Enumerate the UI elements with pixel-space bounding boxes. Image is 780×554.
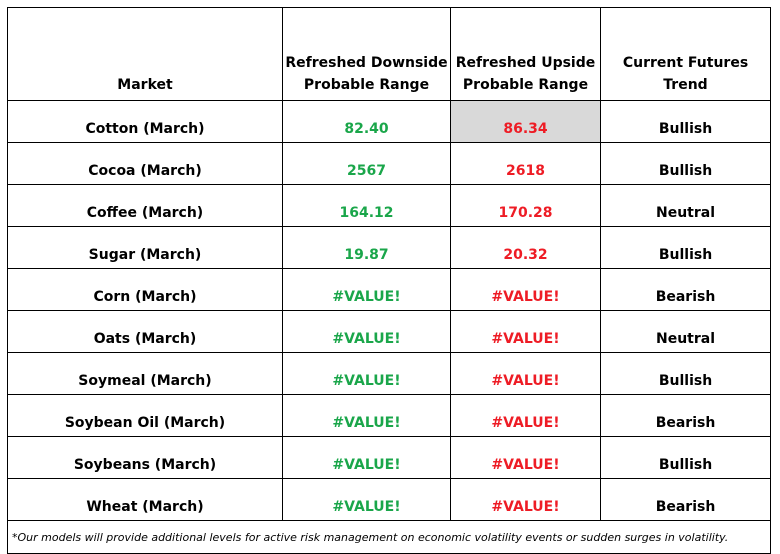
header-trend[interactable]: Current Futures Trend — [600, 7, 771, 101]
header-market[interactable]: Market — [7, 7, 283, 101]
upside-cell-selected[interactable]: 86.34 — [450, 100, 601, 143]
trend-cell[interactable]: Bullish — [600, 352, 771, 395]
downside-cell[interactable]: #VALUE! — [282, 310, 451, 353]
table-row: Soymeal (March) #VALUE! #VALUE! Bullish — [7, 352, 771, 395]
upside-cell[interactable]: #VALUE! — [450, 352, 601, 395]
table-row: Sugar (March) 19.87 20.32 Bullish — [7, 226, 771, 269]
table-row: Coffee (March) 164.12 170.28 Neutral — [7, 184, 771, 227]
downside-cell[interactable]: 2567 — [282, 142, 451, 185]
upside-cell[interactable]: 2618 — [450, 142, 601, 185]
table-row: Cotton (March) 82.40 86.34 Bullish — [7, 100, 771, 143]
downside-cell[interactable]: 82.40 — [282, 100, 451, 143]
trend-cell[interactable]: Bullish — [600, 226, 771, 269]
market-cell[interactable]: Coffee (March) — [7, 184, 283, 227]
upside-cell[interactable]: 20.32 — [450, 226, 601, 269]
table-row: Corn (March) #VALUE! #VALUE! Bearish — [7, 268, 771, 311]
downside-cell[interactable]: #VALUE! — [282, 478, 451, 521]
trend-cell[interactable]: Bearish — [600, 268, 771, 311]
trend-cell[interactable]: Bullish — [600, 100, 771, 143]
table-row: Cocoa (March) 2567 2618 Bullish — [7, 142, 771, 185]
trend-cell[interactable]: Neutral — [600, 184, 771, 227]
upside-cell[interactable]: #VALUE! — [450, 436, 601, 479]
upside-cell[interactable]: #VALUE! — [450, 394, 601, 437]
market-cell[interactable]: Sugar (March) — [7, 226, 283, 269]
header-downside[interactable]: Refreshed Downside Probable Range — [282, 7, 451, 101]
upside-cell[interactable]: #VALUE! — [450, 478, 601, 521]
market-cell[interactable]: Cotton (March) — [7, 100, 283, 143]
header-row: Market Refreshed Downside Probable Range … — [7, 7, 771, 101]
header-upside-line1: Refreshed Upside — [455, 55, 596, 71]
market-cell[interactable]: Soymeal (March) — [7, 352, 283, 395]
upside-cell[interactable]: #VALUE! — [450, 268, 601, 311]
downside-cell[interactable]: #VALUE! — [282, 436, 451, 479]
market-cell[interactable]: Oats (March) — [7, 310, 283, 353]
downside-cell[interactable]: #VALUE! — [282, 268, 451, 311]
table-row: Oats (March) #VALUE! #VALUE! Neutral — [7, 310, 771, 353]
trend-cell[interactable]: Neutral — [600, 310, 771, 353]
market-cell[interactable]: Wheat (March) — [7, 478, 283, 521]
downside-cell[interactable]: 164.12 — [282, 184, 451, 227]
header-downside-line2: Probable Range — [303, 77, 430, 93]
footnote-row: *Our models will provide additional leve… — [7, 520, 771, 554]
header-upside-line2: Probable Range — [462, 77, 589, 93]
downside-cell[interactable]: #VALUE! — [282, 394, 451, 437]
market-cell[interactable]: Corn (March) — [7, 268, 283, 311]
probable-range-table: Market Refreshed Downside Probable Range … — [7, 7, 771, 554]
header-downside-line1: Refreshed Downside — [285, 55, 448, 71]
upside-cell[interactable]: #VALUE! — [450, 310, 601, 353]
upside-cell[interactable]: 170.28 — [450, 184, 601, 227]
spreadsheet: Market Refreshed Downside Probable Range … — [7, 7, 771, 554]
footnote: *Our models will provide additional leve… — [7, 520, 771, 554]
trend-cell[interactable]: Bearish — [600, 394, 771, 437]
market-cell[interactable]: Soybeans (March) — [7, 436, 283, 479]
trend-cell[interactable]: Bullish — [600, 142, 771, 185]
market-cell[interactable]: Cocoa (March) — [7, 142, 283, 185]
trend-cell[interactable]: Bullish — [600, 436, 771, 479]
market-cell[interactable]: Soybean Oil (March) — [7, 394, 283, 437]
header-upside[interactable]: Refreshed Upside Probable Range — [450, 7, 601, 101]
table-row: Soybeans (March) #VALUE! #VALUE! Bullish — [7, 436, 771, 479]
table-row: Wheat (March) #VALUE! #VALUE! Bearish — [7, 478, 771, 521]
trend-cell[interactable]: Bearish — [600, 478, 771, 521]
table-row: Soybean Oil (March) #VALUE! #VALUE! Bear… — [7, 394, 771, 437]
header-trend-label: Current Futures Trend — [622, 55, 749, 93]
downside-cell[interactable]: 19.87 — [282, 226, 451, 269]
header-market-label: Market — [117, 77, 173, 93]
downside-cell[interactable]: #VALUE! — [282, 352, 451, 395]
